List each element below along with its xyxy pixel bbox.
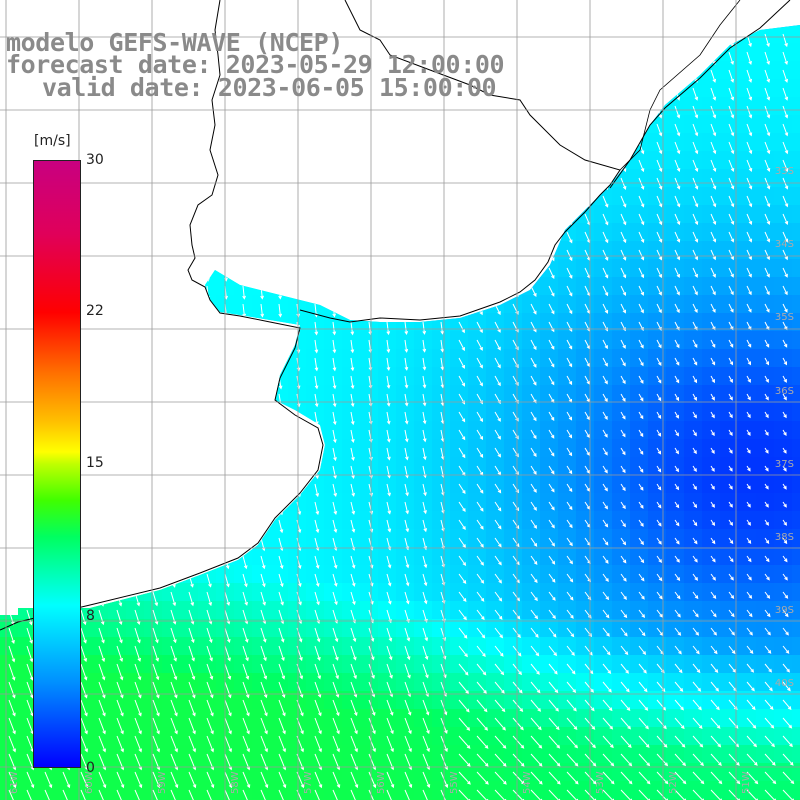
lat-label: 33S (774, 166, 794, 177)
model-title: modelo GEFS-WAVE (NCEP) (6, 28, 343, 57)
lon-label: 53W (595, 771, 606, 794)
lat-label: 39S (774, 605, 794, 616)
lon-label: 57W (303, 771, 314, 794)
lon-label: 52W (668, 771, 679, 794)
lon-label: 59W (157, 771, 168, 794)
lat-label: 35S (774, 312, 794, 323)
colorbar-tick-30: 30 (86, 152, 104, 168)
colorbar-tick-8: 8 (86, 608, 95, 624)
colorbar-tick-15: 15 (86, 455, 104, 471)
colorbar-tick-0: 0 (86, 760, 95, 776)
lat-label: 34S (774, 239, 794, 250)
lon-label: 51W (741, 771, 752, 794)
colorbar-tick-22: 22 (86, 303, 104, 319)
lat-label: 37S (774, 459, 794, 470)
lat-label: 38S (774, 532, 794, 543)
forecast-date: forecast date: 2023-05-29 12:00:00 (6, 50, 505, 79)
lon-label: 58W (230, 771, 241, 794)
valid-date: valid date: 2023-06-05 15:00:00 (42, 73, 497, 102)
lat-label: 40S (774, 678, 794, 689)
coastline (0, 0, 324, 631)
lon-label: 60W (84, 771, 95, 794)
lat-label: 36S (774, 386, 794, 397)
lon-label: 54W (522, 771, 533, 794)
lon-label: 61W (9, 771, 20, 794)
lon-label: 56W (376, 771, 387, 794)
coastline-uruguay (299, 0, 621, 323)
colorbar (33, 160, 81, 768)
coastline-brazil (609, 0, 791, 189)
border-line (619, 0, 741, 171)
colorbar-unit: [m/s] (34, 133, 71, 149)
lon-label: 55W (449, 771, 460, 794)
